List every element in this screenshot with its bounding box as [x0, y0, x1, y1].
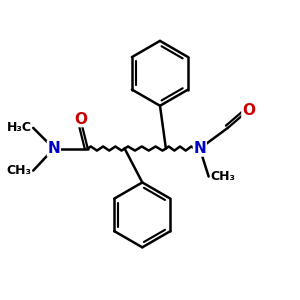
Text: N: N [194, 141, 206, 156]
Text: CH₃: CH₃ [7, 164, 32, 177]
Text: O: O [74, 112, 87, 127]
Text: O: O [242, 103, 255, 118]
Text: N: N [47, 141, 60, 156]
Text: CH₃: CH₃ [210, 170, 235, 183]
Text: H₃C: H₃C [7, 122, 32, 134]
